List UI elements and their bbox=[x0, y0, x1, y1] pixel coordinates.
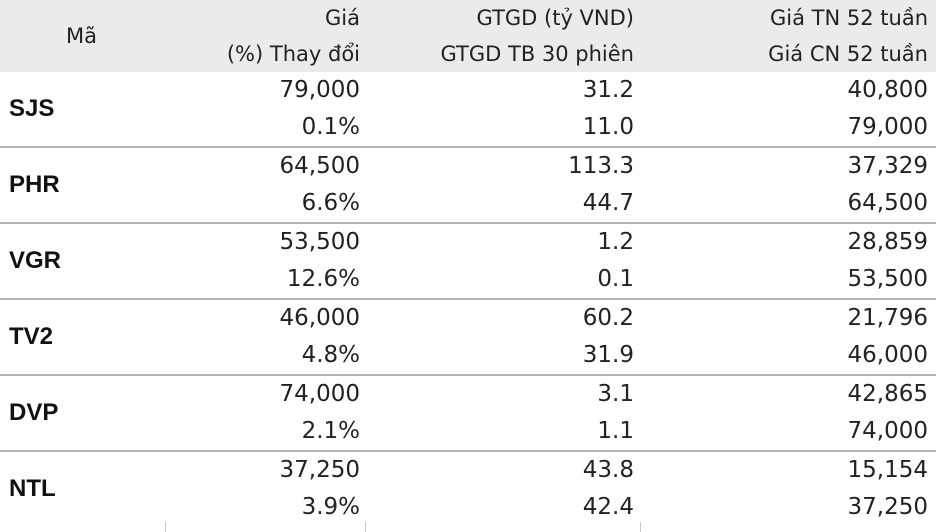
trading-value: 1.2 bbox=[597, 229, 634, 255]
price: 64,500 bbox=[279, 153, 360, 179]
avg-trading-value: 31.9 bbox=[582, 342, 634, 368]
price: 74,000 bbox=[279, 381, 360, 407]
header-trading-value: GTGD (tỷ VND) bbox=[476, 6, 634, 30]
price: 79,000 bbox=[279, 77, 360, 103]
high-52w: 37,250 bbox=[847, 494, 928, 520]
table-bottom-edge bbox=[0, 522, 936, 532]
low-52w: 42,865 bbox=[847, 381, 928, 407]
table-header: Mã Giá (%) Thay đổi GTGD (tỷ VND) GTGD T… bbox=[0, 0, 936, 72]
table-row: DVP 74,000 2.1% 3.1 1.1 42,865 74,000 bbox=[0, 376, 936, 452]
high-52w: 79,000 bbox=[847, 114, 928, 140]
change-percent: 6.6% bbox=[301, 190, 360, 216]
low-52w: 15,154 bbox=[847, 457, 928, 483]
ticker: NTL bbox=[9, 475, 56, 502]
change-percent: 0.1% bbox=[301, 114, 360, 140]
table-row: TV2 46,000 4.8% 60.2 31.9 21,796 46,000 bbox=[0, 300, 936, 376]
price: 46,000 bbox=[279, 305, 360, 331]
header-avg-trading-value: GTGD TB 30 phiên bbox=[440, 42, 634, 66]
high-52w: 74,000 bbox=[847, 418, 928, 444]
change-percent: 4.8% bbox=[301, 342, 360, 368]
high-52w: 53,500 bbox=[847, 266, 928, 292]
high-52w: 46,000 bbox=[847, 342, 928, 368]
ticker: DVP bbox=[9, 399, 59, 426]
low-52w: 37,329 bbox=[847, 153, 928, 179]
avg-trading-value: 11.0 bbox=[582, 114, 634, 140]
trading-value: 60.2 bbox=[582, 305, 634, 331]
trading-value: 43.8 bbox=[582, 457, 634, 483]
header-change: (%) Thay đổi bbox=[226, 42, 360, 66]
price: 53,500 bbox=[279, 229, 360, 255]
trading-value: 31.2 bbox=[582, 77, 634, 103]
high-52w: 64,500 bbox=[847, 190, 928, 216]
price: 37,250 bbox=[279, 457, 360, 483]
column-divider bbox=[640, 522, 641, 532]
avg-trading-value: 1.1 bbox=[597, 418, 634, 444]
change-percent: 12.6% bbox=[286, 266, 360, 292]
low-52w: 21,796 bbox=[847, 305, 928, 331]
ticker: SJS bbox=[9, 95, 55, 122]
column-divider bbox=[165, 522, 166, 532]
avg-trading-value: 42.4 bbox=[582, 494, 634, 520]
low-52w: 28,859 bbox=[847, 229, 928, 255]
table-row: PHR 64,500 6.6% 113.3 44.7 37,329 64,500 bbox=[0, 148, 936, 224]
trading-value: 3.1 bbox=[597, 381, 634, 407]
avg-trading-value: 44.7 bbox=[582, 190, 634, 216]
trading-value: 113.3 bbox=[568, 153, 634, 179]
table-row: VGR 53,500 12.6% 1.2 0.1 28,859 53,500 bbox=[0, 224, 936, 300]
column-divider bbox=[365, 522, 366, 532]
ticker: VGR bbox=[9, 247, 62, 274]
header-52w-high: Giá CN 52 tuần bbox=[768, 42, 928, 66]
change-percent: 2.1% bbox=[301, 418, 360, 444]
header-ticker: Mã bbox=[66, 24, 97, 48]
header-52w-low: Giá TN 52 tuần bbox=[770, 6, 928, 30]
ticker: TV2 bbox=[9, 323, 54, 350]
table-row: NTL 37,250 3.9% 43.8 42.4 15,154 37,250 bbox=[0, 452, 936, 528]
header-price: Giá bbox=[325, 6, 360, 30]
change-percent: 3.9% bbox=[301, 494, 360, 520]
avg-trading-value: 0.1 bbox=[597, 266, 634, 292]
low-52w: 40,800 bbox=[847, 77, 928, 103]
ticker: PHR bbox=[9, 171, 60, 198]
table-row: SJS 79,000 0.1% 31.2 11.0 40,800 79,000 bbox=[0, 72, 936, 148]
